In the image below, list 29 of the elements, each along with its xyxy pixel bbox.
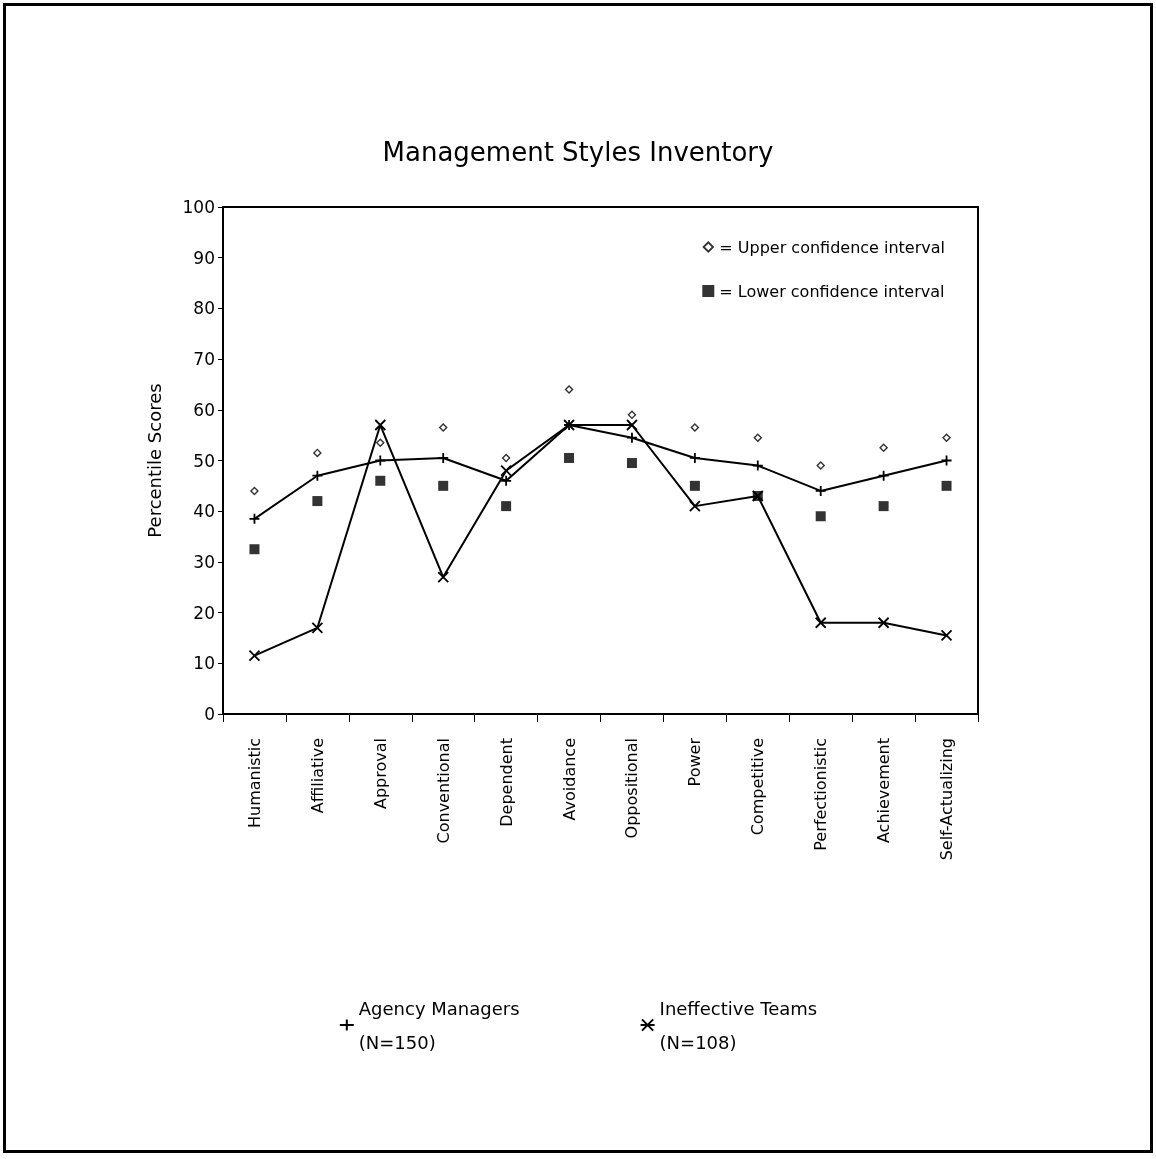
y-tick-label: 90 [193, 247, 215, 268]
x-tick-label: Power [685, 737, 705, 787]
y-tick-label: 10 [193, 653, 215, 674]
y-tick-label: 20 [193, 602, 215, 623]
y-tick-label: 0 [204, 704, 215, 724]
y-tick-label: 40 [193, 501, 215, 522]
legend-label: Ineffective Teams (N=108) [659, 997, 818, 1053]
x-tick-label: Conventional [433, 738, 453, 844]
y-axis-title: Percentile Scores [143, 383, 165, 538]
y-tick-label: 30 [193, 551, 215, 572]
x-tick-label: Perfectionistic [811, 738, 831, 851]
x-tick-label: Humanistic [244, 738, 264, 828]
x-tick-label: Approval [370, 738, 390, 809]
x-tick-label: Achievement [874, 738, 894, 844]
x-tick-label: Self-Actualizing [937, 738, 957, 861]
y-tick-label: 60 [193, 399, 215, 420]
x-tick-label: Avoidance [559, 738, 579, 821]
legend-label: = Lower confidence interval [719, 281, 945, 301]
y-tick-label: 50 [193, 450, 215, 471]
y-tick-label: 80 [193, 298, 215, 319]
x-tick-label: Competitive [748, 738, 768, 836]
legend-label: = Upper confidence interval [719, 237, 946, 257]
y-tick-label: 70 [193, 349, 215, 370]
legend-label: Agency Managers (N=150) [358, 997, 520, 1053]
y-tick-label: 100 [182, 197, 215, 217]
chart-title: Management Styles Inventory [382, 137, 774, 167]
x-tick-label: Oppositional [622, 738, 642, 839]
x-tick-label: Affiliative [307, 738, 327, 814]
x-tick-label: Dependent [496, 738, 516, 827]
